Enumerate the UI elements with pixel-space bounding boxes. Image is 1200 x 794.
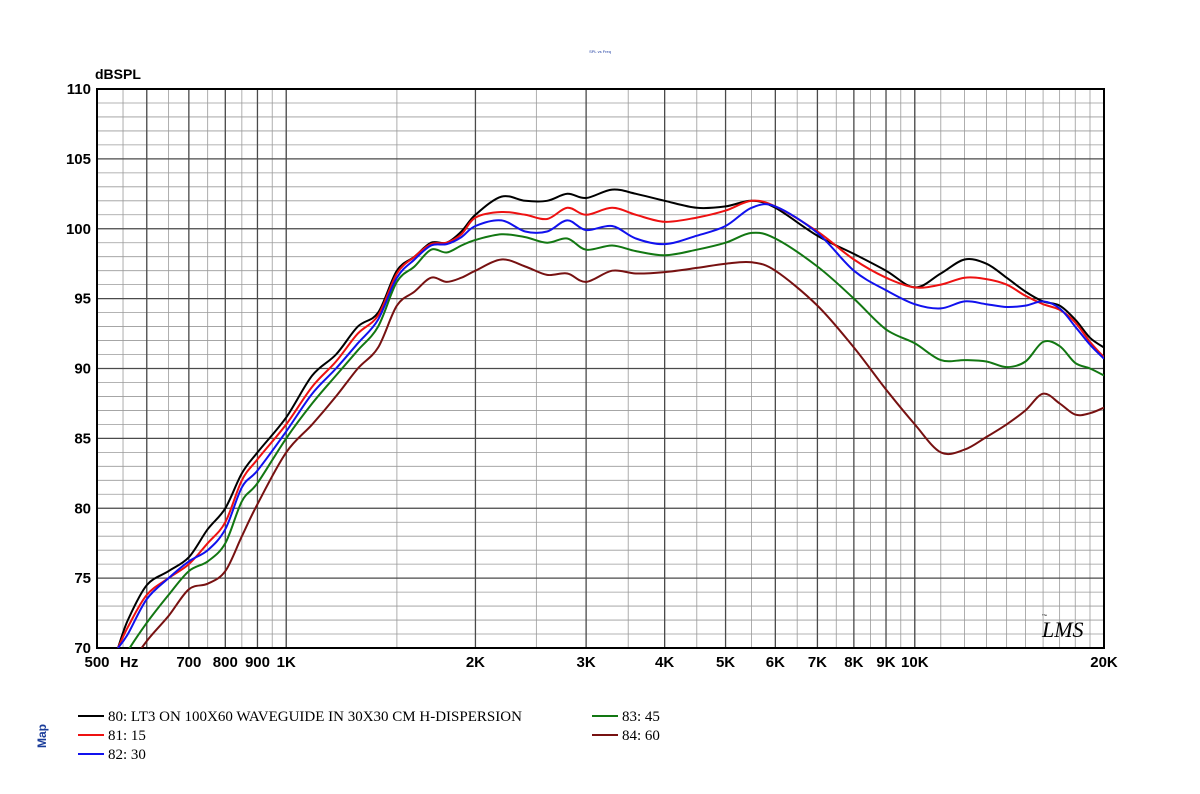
x-tick-label: 9K xyxy=(876,654,895,671)
legend: 80: LT3 ON 100X60 WAVEGUIDE IN 30X30 CM … xyxy=(78,709,660,763)
x-tick-label: 500 xyxy=(84,654,109,671)
logo-text: LMS xyxy=(1041,617,1084,642)
y-tick-label: 70 xyxy=(74,640,91,657)
legend-label: 84: 60 xyxy=(622,728,660,744)
legend-label: 80: LT3 ON 100X60 WAVEGUIDE IN 30X30 CM … xyxy=(108,709,522,725)
chart-title: SPL vs Freq xyxy=(589,49,611,54)
series-line-2 xyxy=(117,203,1104,648)
y-tick-label: 80 xyxy=(74,500,91,517)
legend-label: 81: 15 xyxy=(108,728,146,744)
x-tick-label: 800 xyxy=(213,654,238,671)
y-tick-label: 110 xyxy=(67,81,91,98)
y-tick-label: 105 xyxy=(66,151,91,168)
x-tick-label: 6K xyxy=(766,654,785,671)
legend-label: 83: 45 xyxy=(622,709,660,725)
y-tick-label: 85 xyxy=(74,430,91,447)
plot-frame xyxy=(96,88,1105,649)
series-line-4 xyxy=(140,258,1104,648)
x-tick-label: 3K xyxy=(577,654,596,671)
y-tick-label: 100 xyxy=(66,221,91,238)
x-unit-label: Hz xyxy=(120,654,138,671)
logo-small-text: The xyxy=(1042,613,1048,617)
y-tick-label: 95 xyxy=(74,291,91,308)
x-tick-label: 20K xyxy=(1090,654,1118,671)
x-tick-label: 8K xyxy=(844,654,863,671)
series-line-1 xyxy=(117,199,1104,648)
series-lines xyxy=(117,188,1104,648)
y-tick-labels: 70 75 80 85 90 95 100 105 110 xyxy=(66,81,91,657)
y-tick-label: 90 xyxy=(74,361,91,378)
x-tick-label: 10K xyxy=(901,654,929,671)
x-tick-labels: 500 700 800 900 1K 2K 3K 4K 5K 6K 7K 8K 9K 10K 20K xyxy=(84,654,1117,671)
series-line-3 xyxy=(128,231,1104,648)
x-tick-label: 700 xyxy=(176,654,201,671)
series-line-0 xyxy=(117,188,1104,648)
x-tick-label: 2K xyxy=(466,654,485,671)
x-tick-label: 900 xyxy=(245,654,270,671)
side-map-label: Map xyxy=(35,724,49,748)
legend-label: 82: 30 xyxy=(108,747,146,763)
x-tick-label: 1K xyxy=(277,654,296,671)
x-tick-label: 7K xyxy=(808,654,827,671)
x-tick-label: 5K xyxy=(716,654,735,671)
y-axis-label: dBSPL xyxy=(95,66,141,82)
lms-logo: The LMS xyxy=(1041,613,1084,642)
x-tick-label: 4K xyxy=(655,654,674,671)
y-tick-label: 75 xyxy=(74,570,91,587)
